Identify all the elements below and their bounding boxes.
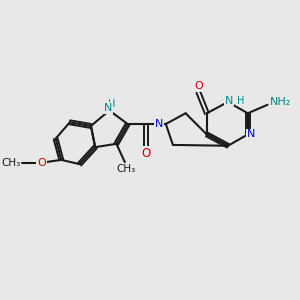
Text: O: O	[141, 147, 151, 160]
Text: NH₂: NH₂	[270, 97, 291, 107]
Text: O: O	[37, 158, 46, 168]
Text: N: N	[246, 130, 255, 140]
Text: H: H	[237, 96, 244, 106]
Text: N: N	[225, 96, 234, 106]
Text: CH₃: CH₃	[2, 158, 21, 168]
Text: CH₃: CH₃	[117, 164, 136, 174]
Text: O: O	[194, 81, 203, 92]
Text: H: H	[109, 99, 116, 109]
Text: N: N	[154, 119, 163, 129]
Text: N: N	[104, 103, 112, 113]
